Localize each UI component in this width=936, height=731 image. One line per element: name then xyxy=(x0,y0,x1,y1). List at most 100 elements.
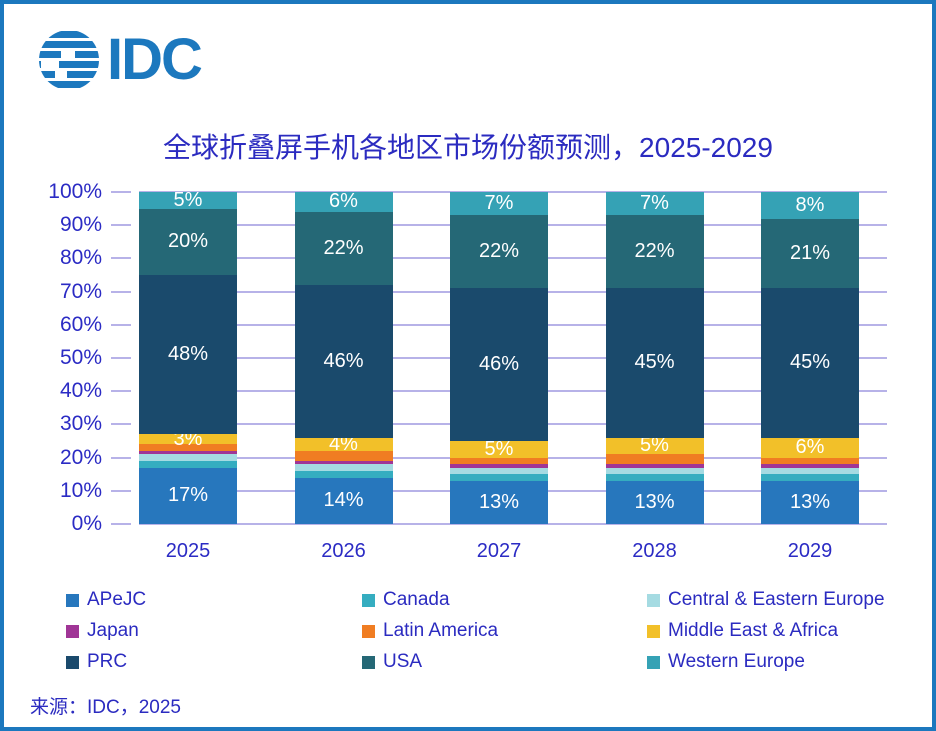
x-axis-label: 2028 xyxy=(632,540,677,562)
bar-segment-canada xyxy=(605,474,704,481)
bar-segment-usa: 20% xyxy=(139,208,237,275)
y-axis-tick xyxy=(111,390,131,393)
bar-segment-latin-america xyxy=(450,457,548,465)
bar-segment-label: 7% xyxy=(484,192,514,215)
bar-segment-canada xyxy=(450,474,548,481)
y-axis-tick-label: 20% xyxy=(59,445,102,469)
legend-label: Japan xyxy=(87,620,139,641)
x-axis-label: 2026 xyxy=(321,540,366,562)
bar-segment-canada xyxy=(139,460,237,468)
bar-segment-middle-east-africa: 5% xyxy=(605,434,704,456)
bar-segment-prc: 46% xyxy=(294,284,393,438)
legend-swatch xyxy=(647,593,660,607)
bar-segment-latin-america xyxy=(139,444,237,451)
y-axis-tick-label: 30% xyxy=(59,412,102,436)
legend-item-apejc: APeJC xyxy=(66,589,147,610)
gridline xyxy=(139,191,887,193)
source-note: 来源：IDC，2025 xyxy=(30,697,181,718)
y-axis-tick-label: 70% xyxy=(59,279,102,303)
legend-item-canada: Canada xyxy=(362,589,450,610)
bar-segment-western-europe: 7% xyxy=(605,192,704,216)
bar-2025: 17% 3% 48% 20% 5% xyxy=(139,188,237,524)
bar-segment-label: 5% xyxy=(173,188,203,211)
bar-segment-western-europe: 6% xyxy=(294,190,393,213)
bar-segment-apejc: 13% xyxy=(761,480,859,524)
legend-label: Western Europe xyxy=(668,651,805,672)
bar-segment-label: 7% xyxy=(640,192,669,215)
bar-segment-japan xyxy=(139,450,237,455)
bar-segment-label: 20% xyxy=(167,230,209,253)
bar-segment-label: 6% xyxy=(795,436,825,459)
bar-2026: 14% 4% 46% 22% 6% xyxy=(294,190,393,524)
bar-segment-western-europe: 8% xyxy=(761,192,859,219)
legend-label: Canada xyxy=(383,589,450,610)
bar-2028: 13% 5% 45% 22% 7% xyxy=(605,192,704,524)
bar-segment-label: 48% xyxy=(167,343,209,366)
bar-segment-japan xyxy=(605,464,704,468)
bar-segment-prc: 45% xyxy=(605,288,704,438)
y-axis-tick xyxy=(111,523,131,525)
bar-segment-central-eastern-europe xyxy=(450,467,548,475)
y-axis-tick-label: 10% xyxy=(59,478,102,502)
bar-segment-label: 45% xyxy=(634,351,675,374)
y-axis-tick-label: 90% xyxy=(59,213,102,237)
legend-swatch xyxy=(362,593,375,607)
y-axis-tick xyxy=(111,257,131,260)
y-axis-tick-label: 0% xyxy=(71,512,102,535)
bar-segment-apejc: 17% xyxy=(139,467,237,524)
legend-item-middle-east-africa: Middle East & Africa xyxy=(647,620,839,641)
legend-label: Latin America xyxy=(383,620,499,641)
bar-segment-middle-east-africa: 4% xyxy=(294,433,393,455)
legend-label: APeJC xyxy=(87,589,147,610)
legend-swatch xyxy=(66,593,79,607)
idc-logo: IDC xyxy=(37,28,203,92)
y-axis-tick xyxy=(111,489,131,492)
bar-segment-usa: 22% xyxy=(294,211,393,285)
bar-segment-label: 13% xyxy=(789,490,831,513)
bar-segment-label: 45% xyxy=(789,351,831,374)
bar-segment-latin-america xyxy=(761,457,859,465)
bar-segment-canada xyxy=(294,470,393,478)
bar-segment-central-eastern-europe xyxy=(139,454,237,461)
legend-swatch xyxy=(66,624,79,638)
globe-icon xyxy=(39,31,99,88)
x-axis-label: 2029 xyxy=(787,540,833,562)
bar-segment-western-europe: 5% xyxy=(139,188,237,211)
bar-segment-apejc: 13% xyxy=(605,480,704,524)
bar-segment-apejc: 13% xyxy=(450,480,548,524)
legend-label: Middle East & Africa xyxy=(668,620,839,641)
bar-segment-usa: 22% xyxy=(605,215,704,289)
bar-segment-label: 8% xyxy=(795,193,825,216)
stacked-bar-chart: 0% 10% 20% 30% 40% 50% 60% 70% 80% 90% 100% 17% 3% 48… xyxy=(4,181,932,562)
y-axis-tick-label: 50% xyxy=(59,346,102,369)
bar-segment-central-eastern-europe xyxy=(761,467,859,475)
legend-swatch xyxy=(647,624,660,638)
bar-segment-label: 13% xyxy=(634,490,675,513)
bar-segment-label: 46% xyxy=(478,353,520,376)
bar-segment-latin-america xyxy=(605,454,704,465)
bar-segment-label: 21% xyxy=(789,241,831,264)
bar-segment-label: 4% xyxy=(329,432,358,455)
y-axis-tick xyxy=(111,357,131,359)
bar-segment-usa: 22% xyxy=(450,215,548,289)
gridline xyxy=(139,523,887,525)
bar-segment-label: 6% xyxy=(329,190,358,213)
bar-segment-middle-east-africa: 3% xyxy=(139,428,237,450)
bar-segment-japan xyxy=(761,464,859,468)
y-axis-tick xyxy=(111,224,131,227)
bar-segment-central-eastern-europe xyxy=(605,467,704,475)
y-axis-tick-label: 100% xyxy=(48,180,102,203)
legend-item-central-eastern-europe: Central & Eastern Europe xyxy=(647,589,885,610)
bar-2027: 13% 5% 46% 22% 7% xyxy=(450,192,548,524)
bar-segment-label: 14% xyxy=(323,489,364,512)
bar-segment-middle-east-africa: 6% xyxy=(761,436,859,459)
legend-swatch xyxy=(362,655,375,669)
y-axis-tick xyxy=(111,456,131,459)
bar-segment-usa: 21% xyxy=(761,218,859,289)
legend-item-japan: Japan xyxy=(66,620,139,641)
legend-swatch xyxy=(66,655,79,669)
bar-segment-canada xyxy=(761,474,859,481)
y-axis-tick-label: 80% xyxy=(59,246,102,270)
bar-segment-label: 22% xyxy=(634,240,675,263)
